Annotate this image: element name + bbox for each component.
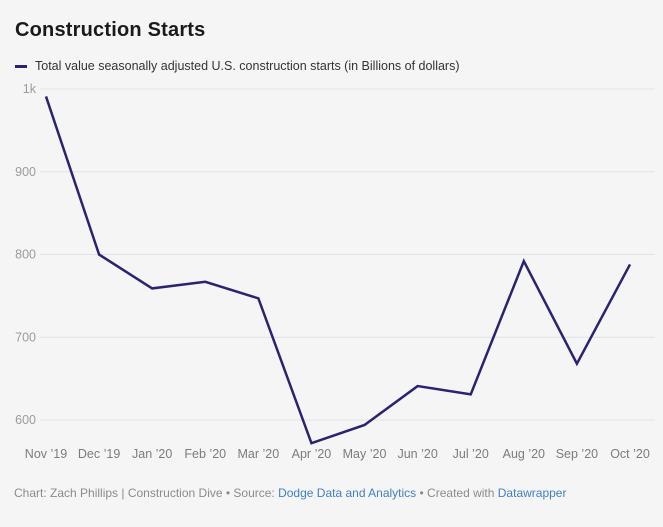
footer-created-with-text: • Created with (416, 486, 498, 500)
footer-credits: Chart: Zach Phillips | Construction Dive… (14, 486, 566, 500)
y-tick-label: 900 (15, 165, 36, 179)
footer-credit-text: Chart: Zach Phillips | Construction Dive… (14, 486, 279, 500)
y-tick-label: 700 (15, 330, 36, 344)
source-link[interactable]: Dodge Data and Analytics (278, 486, 417, 500)
line-chart: 1k 900 800 700 600 Nov ’19 Dec ’19 Jan ’20 Feb ’… (15, 82, 655, 461)
x-tick-label: Nov ’19 (25, 447, 67, 461)
x-tick-label: May ’20 (343, 447, 387, 461)
legend-line-swatch (15, 64, 27, 68)
y-tick-label: 800 (15, 248, 36, 262)
x-tick-label: Jul ’20 (453, 447, 489, 461)
x-tick-label: Feb ’20 (184, 447, 226, 461)
legend: Total value seasonally adjusted U.S. con… (15, 59, 460, 73)
x-tick-label: Dec ’19 (78, 447, 120, 461)
x-tick-label: Jan ’20 (132, 447, 172, 461)
x-tick-label: Sep ’20 (556, 447, 598, 461)
x-tick-label: Oct ’20 (610, 447, 650, 461)
data-line (44, 96, 632, 445)
x-tick-label: Mar ’20 (238, 447, 280, 461)
datawrapper-link[interactable]: Datawrapper (497, 486, 567, 500)
chart-title: Construction Starts (15, 19, 206, 41)
x-tick-label: Jun ’20 (397, 447, 437, 461)
y-tick-label: 600 (15, 413, 36, 427)
y-tick-label: 1k (23, 82, 37, 96)
x-tick-label: Aug ’20 (503, 447, 545, 461)
x-tick-label: Apr ’20 (292, 447, 332, 461)
plot-area: 1k 900 800 700 600 Nov ’19 Dec ’19 Jan ’20 Feb ’… (15, 82, 655, 461)
legend-label: Total value seasonally adjusted U.S. con… (35, 59, 460, 73)
